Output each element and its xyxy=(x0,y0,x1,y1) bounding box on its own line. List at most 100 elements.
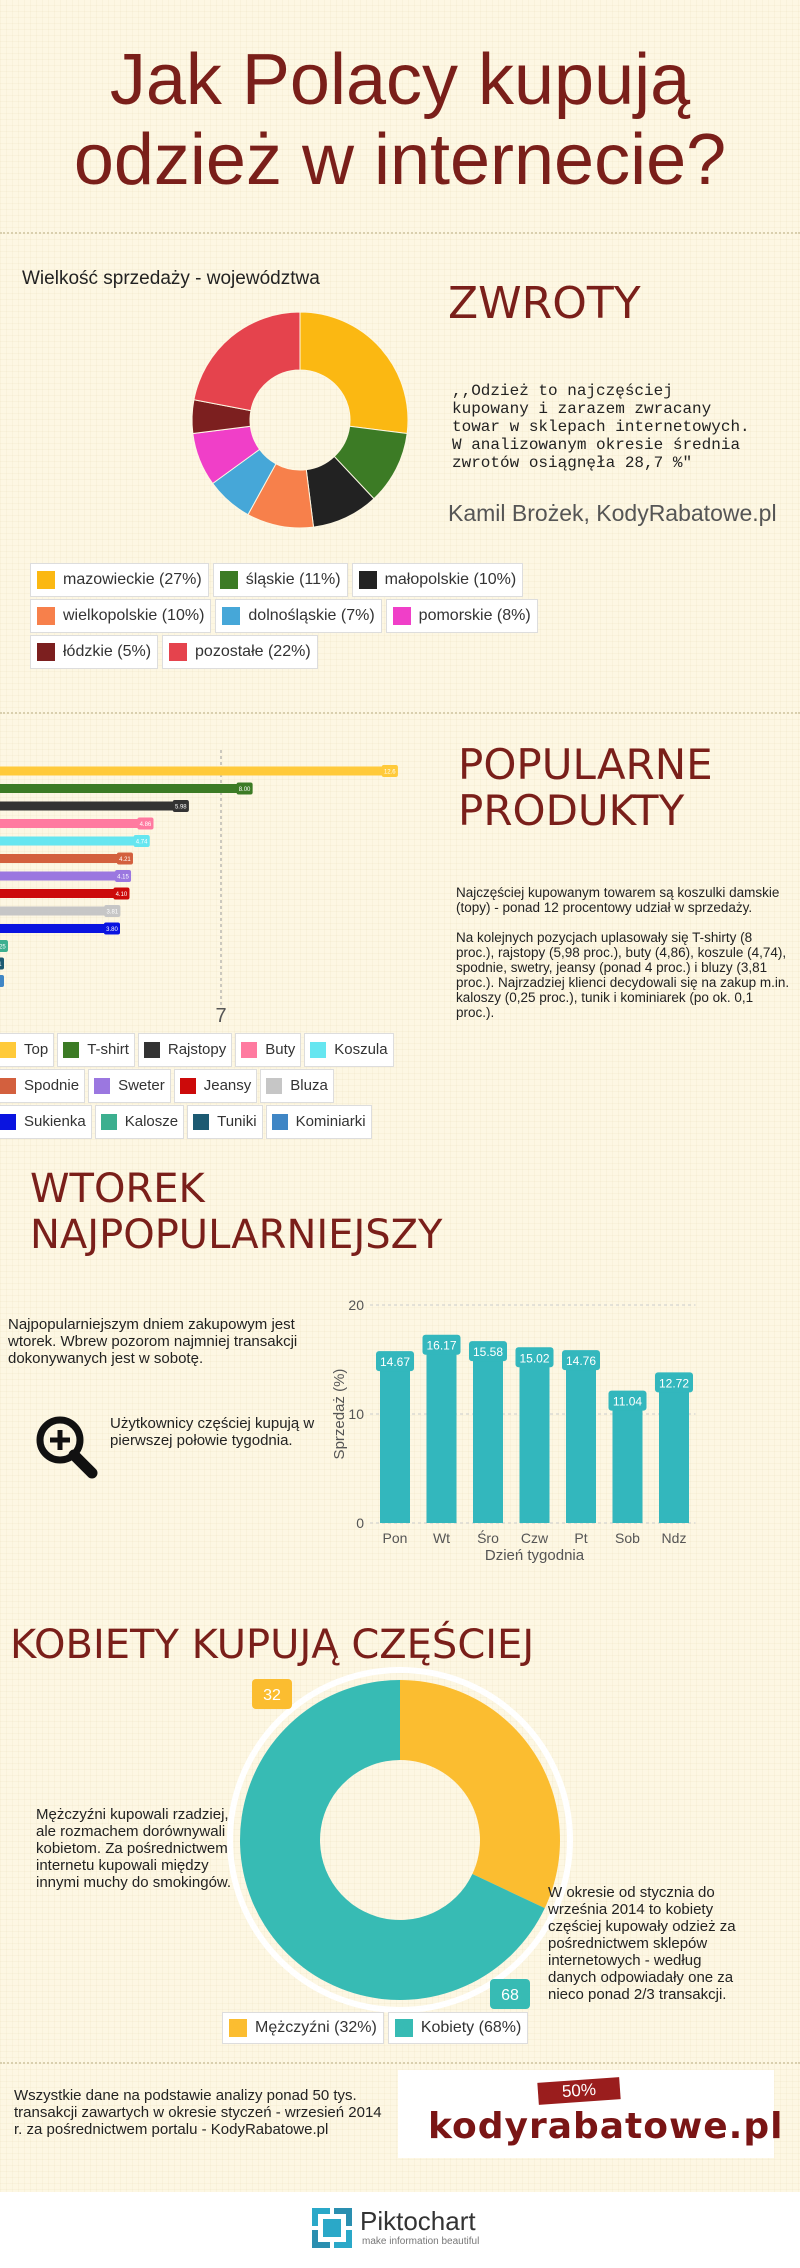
pie-title: Wielkość sprzedaży - województwa xyxy=(22,268,320,289)
bar-label-bg xyxy=(115,870,132,882)
legend-item: Kalosze xyxy=(94,1105,185,1139)
bar-Buty xyxy=(0,819,154,828)
legend-item: mazowieckie (27%) xyxy=(30,563,209,597)
legend-label: wielkopolskie (10%) xyxy=(63,607,205,624)
men-text: Mężczyźni kupowali rzadziej, ale rozmach… xyxy=(36,1806,232,1891)
legend-swatch xyxy=(63,1042,80,1058)
bar-label-bg xyxy=(655,1372,693,1393)
products-heading-line-1: POPULARNE xyxy=(458,740,713,789)
legend-item: Tuniki xyxy=(187,1105,263,1139)
bar-label-bg xyxy=(469,1341,507,1362)
legend-swatch xyxy=(266,1078,283,1094)
x-tick-label: Pon xyxy=(383,1530,408,1546)
bar-value-label: 8.00 xyxy=(239,787,251,793)
legend-swatch xyxy=(222,607,241,625)
bar-value-label: 4.86 xyxy=(140,822,152,828)
source-note: Wszystkie dane na podstawie analizy pona… xyxy=(14,2087,382,2138)
legend-label: dolnośląskie (7%) xyxy=(248,607,375,624)
bar-label-bg xyxy=(608,1390,647,1411)
bar-Jeansy xyxy=(0,889,130,898)
legend-label: Tuniki xyxy=(217,1113,257,1130)
legend-swatch xyxy=(0,1042,16,1058)
bar-Sob xyxy=(612,1402,643,1523)
tuesday-heading-line-1: WTOREK xyxy=(30,1166,205,1212)
tuesday-text-2: Użytkownicy częściej kupują w pierwszej … xyxy=(110,1415,315,1449)
x-tick-label: 14 xyxy=(439,1005,440,1027)
bar-Koszula xyxy=(0,836,150,846)
legend-item: pozostałe (22%) xyxy=(162,635,318,669)
bar-label-bg xyxy=(137,817,154,830)
legend-swatch xyxy=(310,1042,327,1058)
x-tick-label: Śro xyxy=(477,1529,499,1546)
legend-label: Mężczyźni (32%) xyxy=(255,2019,377,2036)
bar-label-bg xyxy=(133,835,150,847)
legend-item: Buty xyxy=(235,1033,302,1067)
kodyrabatowe-logo[interactable]: 50% kodyrabatowe.pl xyxy=(398,2070,782,2158)
logo-text: kodyrabatowe.pl xyxy=(428,2106,784,2147)
bar-value-label: 15.02 xyxy=(519,1351,549,1365)
legend-label: Sweter xyxy=(118,1077,165,1094)
region-donut-chart xyxy=(191,311,409,529)
legend-item: Bluza xyxy=(260,1069,334,1103)
bar-label-bg xyxy=(562,1350,600,1371)
legend-item: dolnośląskie (7%) xyxy=(215,599,382,633)
x-tick-label: Pt xyxy=(574,1530,587,1546)
divider xyxy=(0,232,800,234)
legend-label: pomorskie (8%) xyxy=(418,607,531,624)
bar-value-label: 4.15 xyxy=(117,875,129,881)
legend-item: Jeansy xyxy=(173,1069,258,1103)
bar-label-bg xyxy=(104,905,121,917)
women-text: W okresie od stycznia do września 2014 t… xyxy=(548,1884,736,2003)
legend-item: Rajstopy xyxy=(137,1033,233,1067)
legend-label: Sukienka xyxy=(24,1113,86,1130)
legend-swatch xyxy=(37,643,55,661)
donut-outer-ring xyxy=(227,1667,573,2013)
legend-label: Bluza xyxy=(290,1077,328,1094)
y-tick-label: 20 xyxy=(348,1297,364,1313)
legend-swatch xyxy=(179,1078,196,1094)
legend-swatch xyxy=(169,643,188,661)
bar-label-bg xyxy=(172,800,189,812)
legend-item: Top xyxy=(0,1033,55,1067)
bar-label-bg xyxy=(236,782,253,795)
tuesday-heading-line-2: NAJPOPULARNIEJSZY xyxy=(30,1212,443,1258)
bar-label-bg xyxy=(0,975,4,987)
legend-item: Kominiarki xyxy=(265,1105,372,1139)
legend-swatch xyxy=(219,571,238,589)
legend-item: śląskie (11%) xyxy=(212,563,348,597)
bar-Wt xyxy=(426,1346,457,1523)
legend-item: wielkopolskie (10%) xyxy=(30,599,212,633)
bar-Sukienka xyxy=(0,924,120,933)
bar-label-bg xyxy=(116,852,133,865)
x-tick-label: 7 xyxy=(215,1005,226,1027)
pie-slice-pozostałe xyxy=(193,311,301,412)
title-line-2: odzież w internecie? xyxy=(73,120,727,200)
bar-label-bg xyxy=(0,940,8,952)
title-line-1: Jak Polacy kupują xyxy=(109,40,691,120)
legend-swatch xyxy=(37,571,55,589)
legend-swatch xyxy=(229,2019,247,2037)
bar-label-bg xyxy=(103,922,120,935)
bar-value-label: 4.10 xyxy=(116,892,128,898)
women-heading: KOBIETY KUPUJĄ CZĘŚCIEJ xyxy=(10,1622,535,1668)
weekday-bar-chart: 0 10 20 14.67 Pon 16.17 Wt 15.58 Śro 15.02 Czw 14.7… xyxy=(331,1297,696,1564)
x-tick-label: Ndz xyxy=(662,1530,687,1546)
tuesday-heading: WTOREK NAJPOPULARNIEJSZY xyxy=(30,1166,442,1258)
region-legend: mazowieckie (27%) śląskie (11%) małopolski… xyxy=(30,563,590,671)
bar-label-bg xyxy=(422,1334,461,1355)
products-heading-line-2: PRODUKTY xyxy=(458,786,685,835)
bar-value-label: 4.74 xyxy=(136,840,148,846)
bar-label-bg xyxy=(515,1347,554,1368)
x-tick-label: Czw xyxy=(521,1530,549,1546)
gender-legend: Mężczyźni (32%) Kobiety (68%) xyxy=(222,2012,532,2046)
legend-label: Koszula xyxy=(334,1041,388,1058)
legend-swatch xyxy=(271,1114,288,1130)
returns-quote: ,,Odzież to najczęściej kupowany i zaraz… xyxy=(452,382,750,472)
x-tick-label: Wt xyxy=(433,1530,450,1546)
bar-Rajstopy xyxy=(0,801,189,811)
legend-label: pozostałe (22%) xyxy=(195,643,311,660)
piktochart-logo-icon xyxy=(312,2208,352,2248)
y-tick-label: 0 xyxy=(356,1515,364,1531)
legend-swatch xyxy=(392,607,411,625)
bar-Spodnie xyxy=(0,854,133,863)
